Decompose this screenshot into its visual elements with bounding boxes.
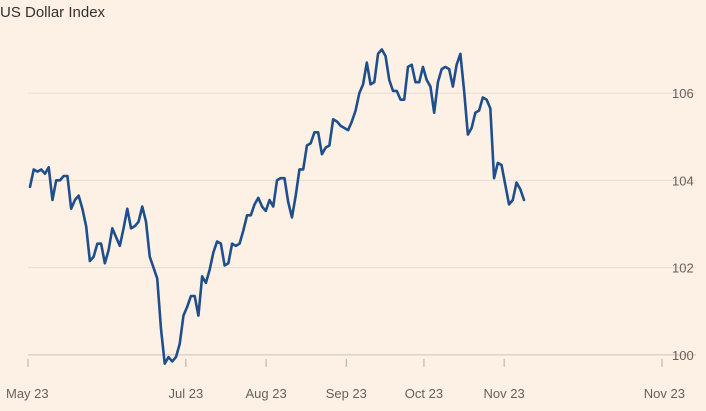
gridlines: [28, 92, 696, 356]
x-tick-label: May 23: [6, 386, 49, 401]
x-tick-label: Nov 23: [484, 386, 525, 401]
x-tick-label: Sep 23: [326, 386, 367, 401]
x-tick-label: Jul 23: [169, 386, 204, 401]
x-tick-label: Oct 23: [405, 386, 443, 401]
x-tick-label: Aug 23: [245, 386, 286, 401]
x-tick-label: Nov 23: [644, 386, 685, 401]
y-tick-label: 100: [672, 348, 694, 363]
series-line: [28, 48, 526, 365]
y-axis-tick-labels: 100 102 104 106: [672, 86, 694, 363]
y-tick-label: 104: [672, 173, 694, 188]
x-axis-ticks: May 23 Jul 23 Aug 23 Sep 23 Oct 23 Nov 23 Nov …: [6, 358, 685, 401]
chart-title: US Dollar Index: [0, 4, 106, 21]
y-tick-label: 102: [672, 261, 694, 276]
y-tick-label: 106: [672, 86, 694, 101]
